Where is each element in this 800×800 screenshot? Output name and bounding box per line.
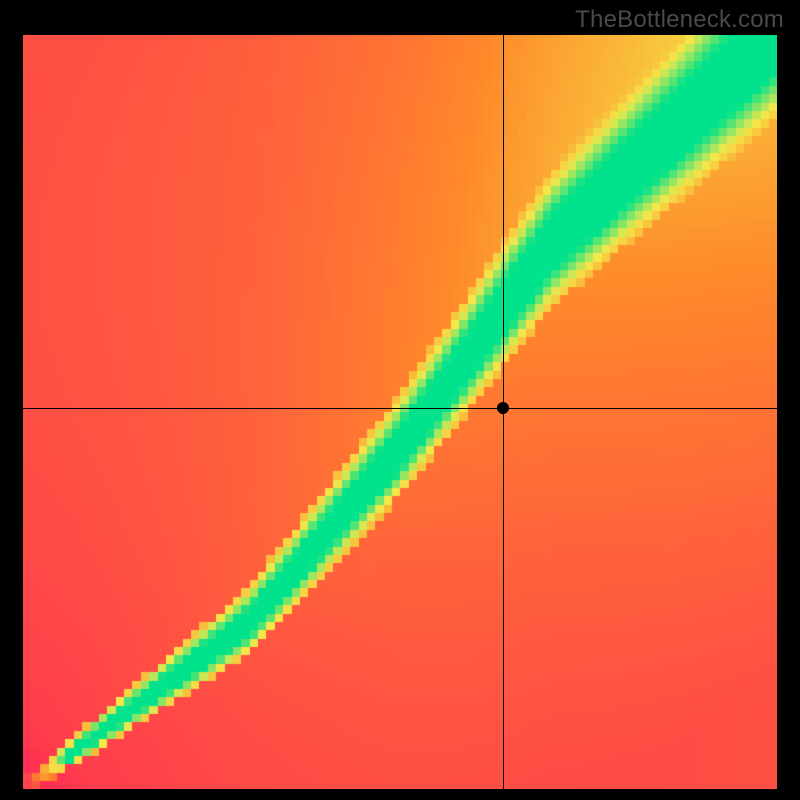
data-point-marker — [497, 402, 509, 414]
heatmap-canvas — [23, 35, 777, 789]
heatmap-plot — [23, 35, 777, 789]
crosshair-horizontal — [23, 408, 777, 409]
watermark-text: TheBottleneck.com — [575, 6, 784, 34]
